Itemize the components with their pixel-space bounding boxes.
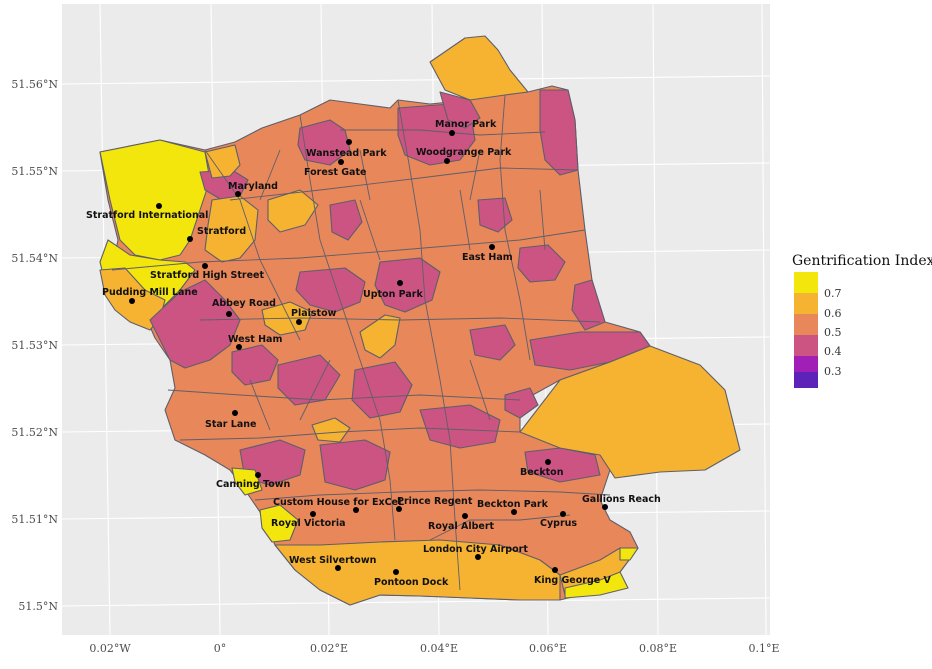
lat-tick-label: 51.52°N: [11, 426, 58, 439]
station-label-stratford-international: Stratford International: [86, 210, 208, 221]
lon-tick-label: 0.08°E: [639, 642, 677, 655]
station-label-stratford-high-street: Stratford High Street: [150, 270, 265, 281]
station-marker-pudding-mill-lane: [129, 298, 135, 304]
lat-tick-label: 51.54°N: [11, 252, 58, 265]
station-marker-pontoon-dock: [393, 569, 399, 575]
station-marker-stratford: [187, 236, 193, 242]
station-marker-stratford-high-street: [202, 263, 208, 269]
station-marker-plaistow: [296, 319, 302, 325]
station-marker-wanstead-park: [346, 139, 352, 145]
station-label-royal-albert: Royal Albert: [428, 521, 495, 532]
legend-label: 0.3: [824, 365, 842, 378]
lat-tick-label: 51.55°N: [11, 165, 58, 178]
station-marker-west-ham: [236, 344, 242, 350]
station-label-wanstead-park: Wanstead Park: [306, 148, 387, 159]
station-label-beckton-park: Beckton Park: [477, 499, 549, 510]
station-marker-stratford-international: [156, 203, 162, 209]
wards-layer: [99, 35, 741, 606]
station-label-manor-park: Manor Park: [435, 119, 497, 130]
station-label-stratford: Stratford: [197, 226, 246, 237]
station-marker-east-ham: [489, 244, 495, 250]
station-marker-gallions-reach: [602, 504, 608, 510]
legend-swatch-low: [794, 372, 818, 388]
station-label-custom-house-for-excel: Custom House for ExCeL: [273, 497, 404, 508]
station-marker-beckton-park: [511, 509, 517, 515]
legend-label: 0.6: [824, 307, 842, 320]
legend-label: 0.7: [824, 287, 842, 300]
station-marker-london-city-airport: [475, 554, 481, 560]
station-label-east-ham: East Ham: [462, 252, 513, 263]
lon-tick-label: 0.1°E: [748, 642, 779, 655]
station-marker-royal-albert: [462, 513, 468, 519]
stations-layer: Manor Park Wanstead Park Woodgrange Park Fo…: [86, 119, 661, 588]
station-marker-manor-park: [449, 130, 455, 136]
station-label-prince-regent: Prince Regent: [397, 496, 473, 507]
station-marker-beckton: [545, 459, 551, 465]
station-label-abbey-road: Abbey Road: [212, 298, 276, 309]
lon-tick-label: 0.06°E: [529, 642, 567, 655]
station-label-star-lane: Star Lane: [205, 419, 256, 430]
station-label-king-george-v: King George V: [534, 575, 611, 586]
station-marker-woodgrange-park: [444, 158, 450, 164]
station-label-plaistow: Plaistow: [291, 308, 337, 319]
station-marker-maryland: [235, 191, 241, 197]
station-marker-canning-town: [255, 472, 261, 478]
station-label-beckton: Beckton: [520, 467, 564, 478]
lon-tick-label: 0.02°W: [89, 642, 131, 655]
lat-tick-label: 51.53°N: [11, 339, 58, 352]
lat-tick-label: 51.51°N: [11, 513, 58, 526]
station-label-london-city-airport: London City Airport: [423, 544, 528, 555]
station-label-canning-town: Canning Town: [216, 479, 291, 490]
lat-tick-label: 51.5°N: [18, 600, 58, 613]
station-label-cyprus: Cyprus: [540, 518, 577, 529]
station-marker-prince-regent: [396, 506, 402, 512]
station-marker-star-lane: [232, 410, 238, 416]
legend: Gentrification Index 0.7 0.6 0.5 0.4 0.3: [792, 253, 932, 388]
lon-tick-label: 0°: [214, 642, 227, 655]
station-label-west-ham: West Ham: [228, 334, 282, 345]
station-marker-west-silvertown: [335, 565, 341, 571]
lon-axis: 0.02°W 0° 0.02°E 0.04°E 0.06°E 0.08°E 0.…: [89, 642, 779, 655]
legend-label: 0.4: [824, 345, 842, 358]
station-label-forest-gate: Forest Gate: [304, 167, 366, 178]
station-label-west-silvertown: West Silvertown: [289, 555, 377, 566]
legend-swatch-0.3: [794, 356, 818, 372]
legend-swatch-0.7: [794, 272, 818, 293]
station-label-gallions-reach: Gallions Reach: [582, 494, 661, 505]
station-marker-custom-house-for-excel: [353, 507, 359, 513]
station-marker-abbey-road: [226, 311, 232, 317]
station-marker-cyprus: [560, 511, 566, 517]
lat-axis: 51.5°N 51.51°N 51.52°N 51.53°N 51.54°N 5…: [11, 78, 58, 613]
legend-swatch-0.6: [794, 293, 818, 314]
station-label-upton-park: Upton Park: [363, 289, 423, 300]
station-marker-forest-gate: [338, 159, 344, 165]
station-label-pudding-mill-lane: Pudding Mill Lane: [102, 287, 198, 298]
station-label-woodgrange-park: Woodgrange Park: [416, 147, 512, 158]
station-marker-king-george-v: [552, 567, 558, 573]
legend-label: 0.5: [824, 326, 842, 339]
legend-title: Gentrification Index: [792, 253, 932, 269]
lon-tick-label: 0.02°E: [310, 642, 348, 655]
station-marker-royal-victoria: [310, 511, 316, 517]
lon-tick-label: 0.04°E: [420, 642, 458, 655]
station-label-pontoon-dock: Pontoon Dock: [374, 577, 449, 588]
legend-swatch-0.5: [794, 314, 818, 335]
legend-swatch-0.4: [794, 335, 818, 356]
station-label-royal-victoria: Royal Victoria: [271, 518, 346, 529]
station-label-maryland: Maryland: [228, 181, 278, 192]
lat-tick-label: 51.56°N: [11, 78, 58, 91]
station-marker-upton-park: [397, 280, 403, 286]
